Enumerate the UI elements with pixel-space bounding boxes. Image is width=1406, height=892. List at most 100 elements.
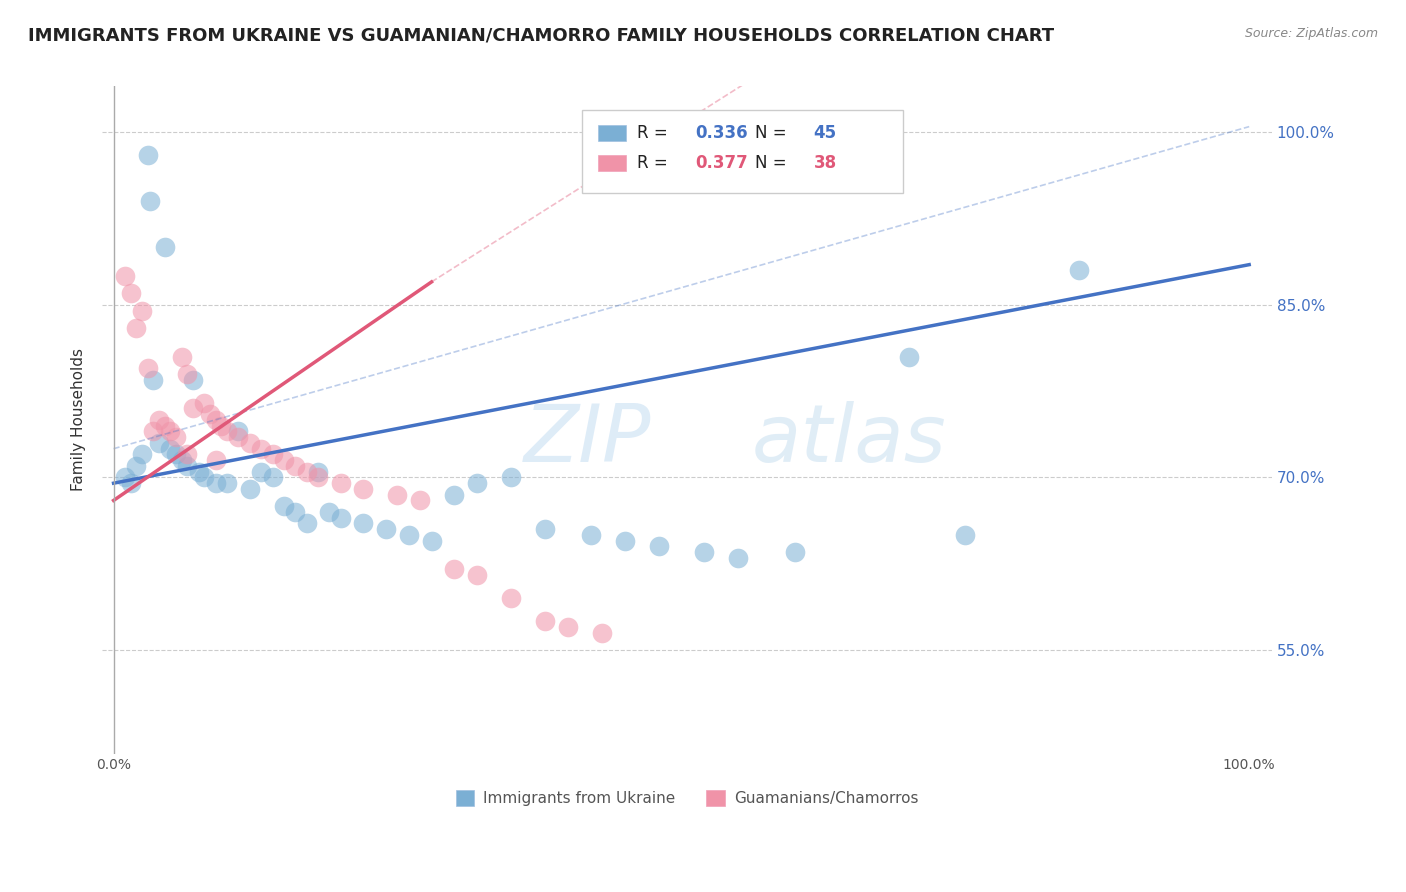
Point [204,453,226,467]
Point [262,447,284,461]
Point [120,286,142,301]
Point [187,465,209,479]
Point [125,321,148,335]
Point [114,470,136,484]
Text: 0.336: 0.336 [695,124,748,142]
Point [579,528,602,542]
Point [193,395,215,409]
Point [443,562,465,576]
Point [193,470,215,484]
Point [170,350,193,364]
FancyBboxPatch shape [582,110,904,193]
Point [181,401,204,416]
Point [420,533,443,548]
Point [217,476,239,491]
Point [352,482,374,496]
Point [499,591,522,606]
Point [250,442,273,456]
Point [897,350,920,364]
Text: N =: N = [755,154,792,172]
Point [398,528,420,542]
Point [329,510,352,524]
Text: 0.377: 0.377 [695,154,748,172]
Point [165,447,187,461]
Point [139,194,162,209]
Point [591,625,613,640]
Point [176,367,198,381]
Point [217,425,239,439]
Text: IMMIGRANTS FROM UKRAINE VS GUAMANIAN/CHAMORRO FAMILY HOUSEHOLDS CORRELATION CHAR: IMMIGRANTS FROM UKRAINE VS GUAMANIAN/CHA… [28,27,1054,45]
Point [647,540,669,554]
FancyBboxPatch shape [598,125,626,141]
Point [1067,263,1090,277]
Point [148,413,170,427]
Point [307,465,329,479]
Point [409,493,432,508]
Point [153,418,176,433]
Point [727,551,749,566]
Point [783,545,806,559]
Point [443,488,465,502]
Point [153,240,176,254]
Point [125,458,148,473]
Text: N =: N = [755,124,792,142]
Point [228,430,250,444]
Point [120,476,142,491]
Point [273,453,295,467]
Point [534,614,557,628]
Point [557,620,579,634]
Point [955,528,977,542]
Point [375,522,398,536]
Text: ZIP: ZIP [523,401,651,479]
Point [284,458,307,473]
Point [136,361,159,376]
Point [318,505,340,519]
Point [465,476,488,491]
Point [239,482,262,496]
Point [159,442,181,456]
Point [250,465,273,479]
Point [352,516,374,531]
Point [159,425,181,439]
Legend: Immigrants from Ukraine, Guamanians/Chamorros: Immigrants from Ukraine, Guamanians/Cham… [450,784,924,813]
Y-axis label: Family Households: Family Households [72,349,86,491]
Point [295,516,318,531]
Point [176,447,198,461]
Point [142,425,165,439]
Point [176,458,198,473]
Point [131,447,153,461]
Point [534,522,557,536]
Text: 38: 38 [814,154,837,172]
Point [204,476,226,491]
Point [499,470,522,484]
Text: R =: R = [637,154,672,172]
Point [170,453,193,467]
Point [693,545,716,559]
Text: 45: 45 [814,124,837,142]
Point [204,413,226,427]
Point [142,373,165,387]
Point [262,470,284,484]
Point [165,430,187,444]
Point [131,303,153,318]
Text: R =: R = [637,124,672,142]
Point [295,465,318,479]
Point [114,269,136,284]
Text: Source: ZipAtlas.com: Source: ZipAtlas.com [1244,27,1378,40]
Text: atlas: atlas [751,401,946,479]
Point [329,476,352,491]
Point [239,436,262,450]
Point [465,568,488,582]
Point [148,436,170,450]
Point [211,418,233,433]
Point [387,488,409,502]
Point [613,533,636,548]
Point [273,499,295,513]
Point [136,148,159,162]
Point [198,407,221,421]
Point [181,373,204,387]
FancyBboxPatch shape [598,155,626,171]
Point [228,425,250,439]
Point [307,470,329,484]
Point [284,505,307,519]
